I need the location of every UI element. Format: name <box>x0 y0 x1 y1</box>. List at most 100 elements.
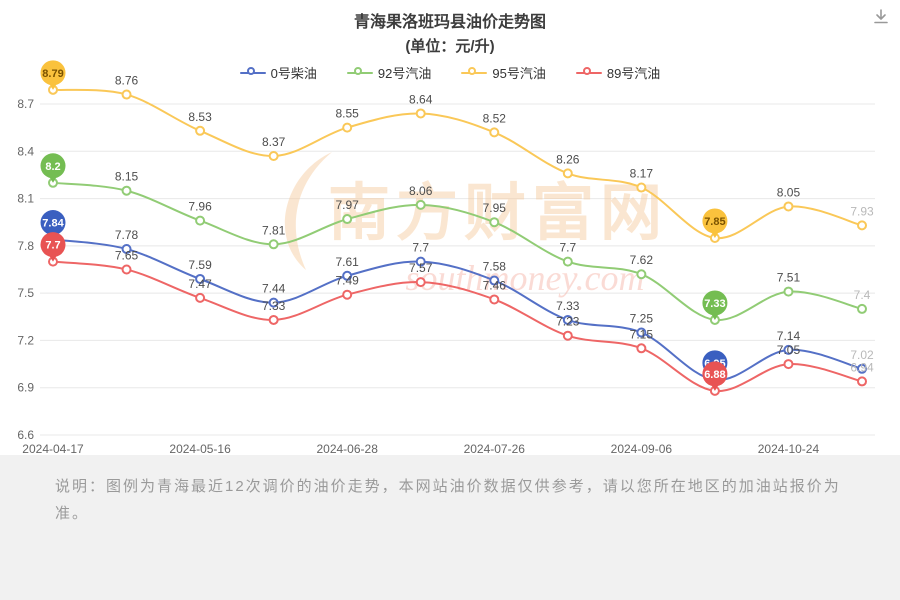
data-point <box>562 256 573 267</box>
data-point <box>636 343 647 354</box>
badge-value: 7.84 <box>42 218 64 230</box>
data-point <box>121 264 132 275</box>
data-label: 7.15 <box>630 327 654 341</box>
data-label: 7.65 <box>115 249 139 263</box>
legend-label: 89号汽油 <box>606 66 661 81</box>
legend-item-0号柴油[interactable]: 0号柴油 <box>239 63 317 82</box>
data-label: 7.44 <box>262 282 286 296</box>
data-label: 8.05 <box>777 185 801 199</box>
price-badge <box>40 210 66 236</box>
data-label: 7.02 <box>850 348 874 362</box>
data-label: 7.97 <box>336 198 360 212</box>
data-point <box>195 125 206 136</box>
data-point <box>489 294 500 305</box>
data-label: 7.4 <box>854 288 871 302</box>
data-label: 7.05 <box>777 343 801 357</box>
data-label: 7.62 <box>630 253 654 267</box>
data-point <box>195 215 206 226</box>
data-point <box>268 297 279 308</box>
data-label: 7.95 <box>483 201 507 215</box>
data-label: 7.47 <box>188 277 212 291</box>
data-label: 7.49 <box>336 274 360 288</box>
data-label: 8.26 <box>556 152 580 166</box>
data-point <box>489 217 500 228</box>
data-label: 7.78 <box>115 228 139 242</box>
data-label: 8.06 <box>409 184 433 198</box>
data-label: 7.61 <box>336 255 360 269</box>
legend-label: 0号柴油 <box>270 66 317 81</box>
legend-label: 92号汽油 <box>377 66 432 81</box>
data-point <box>562 314 573 325</box>
x-axis-label: 2024-04-17 <box>22 442 84 455</box>
data-point <box>121 89 132 100</box>
x-axis-label: 2024-06-28 <box>316 442 378 455</box>
data-label: 8.76 <box>115 74 139 88</box>
data-label: 8.52 <box>483 111 507 125</box>
data-label: 7.96 <box>188 200 212 214</box>
x-axis-label: 2024-10-24 <box>758 442 820 455</box>
price-trend-chart: 6.6 6.9 7.2 7.5 7.8 8.1 8.4 8.7 2024-04-17 2024-0… <box>17 60 875 455</box>
data-label: 7.59 <box>188 258 212 272</box>
data-point <box>562 168 573 179</box>
data-point <box>783 201 794 212</box>
data-label: 7.23 <box>556 315 580 329</box>
y-axis-label: 8.1 <box>17 192 34 206</box>
price-badge <box>40 60 66 86</box>
data-label: 7.33 <box>556 299 580 313</box>
price-badge <box>40 232 66 258</box>
data-label: 8.17 <box>630 167 654 181</box>
x-axis-label: 2024-09-06 <box>611 442 673 455</box>
price-badge <box>702 290 728 316</box>
price-badge <box>702 208 728 234</box>
legend-line-dot-icon <box>461 66 488 78</box>
data-label: 7.93 <box>850 204 874 218</box>
data-point <box>415 199 426 210</box>
data-point <box>636 182 647 193</box>
data-point <box>489 275 500 286</box>
data-point <box>195 273 206 284</box>
legend-item-92号汽油[interactable]: 92号汽油 <box>346 63 432 82</box>
data-point <box>342 289 353 300</box>
price-badge <box>702 361 728 387</box>
badge-value: 7.33 <box>704 298 725 310</box>
badge-value: 6.88 <box>704 369 725 381</box>
data-point <box>342 122 353 133</box>
watermark-text: 南方财富网 <box>328 179 668 248</box>
legend-line-dot-icon <box>575 66 602 78</box>
data-point <box>489 127 500 138</box>
series-line-95号汽油 <box>52 88 863 240</box>
data-label: 8.55 <box>336 107 360 121</box>
data-point <box>783 286 794 297</box>
legend-line-dot-icon <box>346 66 373 78</box>
data-point <box>636 269 647 280</box>
data-point <box>636 327 647 338</box>
data-label: 8.53 <box>188 110 212 124</box>
badge-value: 7.85 <box>704 216 725 228</box>
data-point <box>857 376 867 387</box>
data-point <box>268 314 279 325</box>
y-axis-label: 6.6 <box>17 428 34 442</box>
data-point <box>268 239 279 250</box>
data-point <box>342 214 353 225</box>
legend-item-89号汽油[interactable]: 89号汽油 <box>575 63 661 82</box>
data-point <box>857 303 867 314</box>
data-label: 6.94 <box>850 360 874 374</box>
download-icon[interactable] <box>872 8 890 26</box>
chart-area: 6.6 6.9 7.2 7.5 7.8 8.1 8.4 8.7 2024-04-17 2024-0… <box>17 8 890 455</box>
data-point <box>857 363 867 374</box>
data-label: 7.51 <box>777 271 801 285</box>
legend-line-dot-icon <box>239 66 266 78</box>
y-axis-label: 7.2 <box>17 333 34 347</box>
y-axis-label: 6.9 <box>17 381 34 395</box>
data-point <box>415 256 426 267</box>
data-point <box>562 330 573 341</box>
data-label: 7.46 <box>483 278 507 292</box>
y-axis-label: 7.5 <box>17 286 34 300</box>
watermark-logo-icon <box>284 152 332 270</box>
legend-item-95号汽油[interactable]: 95号汽油 <box>461 63 546 82</box>
data-label: 8.64 <box>409 92 433 106</box>
data-point <box>857 220 867 231</box>
data-point <box>195 292 206 303</box>
data-label: 7.7 <box>559 241 576 255</box>
badge-value: 7.7 <box>45 240 60 252</box>
